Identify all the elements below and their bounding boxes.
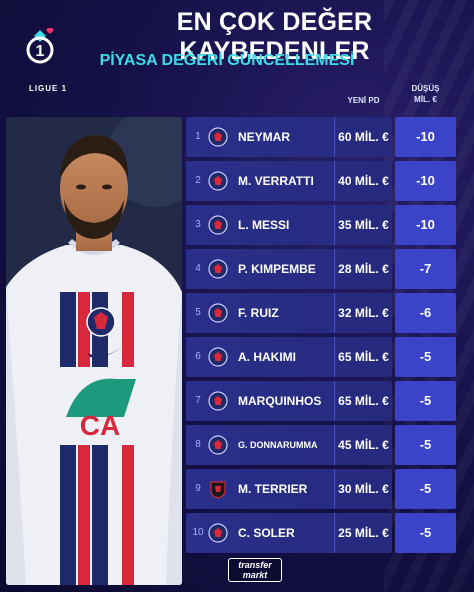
player-illustration: CA — [6, 117, 182, 585]
row-divider — [334, 117, 335, 157]
row-divider — [334, 293, 335, 333]
player-value: 28 MİL. € — [338, 262, 389, 276]
player-name: C. SOLER — [238, 526, 295, 540]
psg-crest-icon — [208, 523, 228, 543]
rank-number: 9 — [195, 483, 201, 494]
rank-number: 1 — [195, 131, 201, 142]
svg-text:CA: CA — [80, 410, 120, 441]
rank-number: 2 — [195, 175, 201, 186]
table-row: 6 A. HAKIMI 65 MİL. € -5 — [186, 337, 456, 377]
league-logo: 1 LIGUE 1 — [18, 22, 66, 93]
value-drop: -6 — [395, 293, 456, 333]
row-divider — [334, 249, 335, 289]
player-value: 65 MİL. € — [338, 350, 389, 364]
player-value: 35 MİL. € — [338, 218, 389, 232]
value-drop: -10 — [395, 117, 456, 157]
table-row: 1 NEYMAR 60 MİL. € -10 — [186, 117, 456, 157]
rank-number: 6 — [195, 351, 201, 362]
rank-number: 3 — [195, 219, 201, 230]
player-value: 25 MİL. € — [338, 526, 389, 540]
page-title: EN ÇOK DEĞER KAYBEDENLER — [176, 8, 373, 65]
column-header-drop-line1: DÜŞÜŞ — [411, 84, 440, 93]
psg-crest-icon — [208, 215, 228, 235]
svg-text:1: 1 — [36, 43, 45, 60]
brand-line1: transfer — [238, 560, 272, 570]
row-divider — [334, 513, 335, 553]
table-row: 8 G. DONNARUMMA 45 MİL. € -5 — [186, 425, 456, 465]
row-divider — [334, 205, 335, 245]
player-name: M. TERRIER — [238, 482, 308, 496]
player-photo: CA — [6, 117, 182, 585]
table-row: 5 F. RUIZ 32 MİL. € -6 — [186, 293, 456, 333]
row-divider — [334, 161, 335, 201]
value-drop: -7 — [395, 249, 456, 289]
page-subtitle: PİYASA DEĞERİ GÜNCELLEMESİ — [99, 52, 355, 69]
player-value: 45 MİL. € — [338, 438, 389, 452]
psg-crest-icon — [208, 303, 228, 323]
table-row: 7 MARQUINHOS 65 MİL. € -5 — [186, 381, 456, 421]
value-drop: -10 — [395, 161, 456, 201]
player-value: 65 MİL. € — [338, 394, 389, 408]
value-drop: -5 — [395, 513, 456, 553]
brand-line2: markt — [242, 570, 268, 580]
player-name: F. RUIZ — [238, 306, 279, 320]
row-divider — [334, 425, 335, 465]
psg-crest-icon — [208, 347, 228, 367]
player-name: P. KIMPEMBE — [238, 262, 316, 276]
column-header-drop-line2: MİL. € — [414, 95, 437, 104]
value-drop: -5 — [395, 381, 456, 421]
table-row: 10 C. SOLER 25 MİL. € -5 — [186, 513, 456, 553]
row-divider — [334, 337, 335, 377]
player-value: 40 MİL. € — [338, 174, 389, 188]
psg-crest-icon — [208, 171, 228, 191]
player-value: 30 MİL. € — [338, 482, 389, 496]
rank-number: 10 — [192, 527, 204, 538]
transfermarkt-logo: transfer markt — [228, 558, 282, 582]
psg-crest-icon — [208, 435, 228, 455]
column-header-drop: DÜŞÜŞ MİL. € — [395, 84, 456, 104]
player-name: NEYMAR — [238, 130, 291, 144]
table-row: 2 M. VERRATTI 40 MİL. € -10 — [186, 161, 456, 201]
row-divider — [334, 469, 335, 509]
rank-number: 7 — [195, 395, 201, 406]
league-logo-text: LIGUE 1 — [28, 84, 68, 93]
player-name: L. MESSI — [238, 218, 290, 232]
player-name: G. DONNARUMMA — [238, 440, 318, 450]
player-name: A. HAKIMI — [238, 350, 296, 364]
row-divider — [334, 381, 335, 421]
psg-crest-icon — [208, 259, 228, 279]
value-drop: -10 — [395, 205, 456, 245]
table-row: 4 P. KIMPEMBE 28 MİL. € -7 — [186, 249, 456, 289]
player-value: 60 MİL. € — [338, 130, 389, 144]
value-drop: -5 — [395, 337, 456, 377]
player-name: M. VERRATTI — [238, 174, 314, 188]
table-row: 3 L. MESSI 35 MİL. € -10 — [186, 205, 456, 245]
rank-number: 4 — [195, 263, 201, 274]
table-row: 9 M. TERRIER 30 MİL. € -5 — [186, 469, 456, 509]
value-drop: -5 — [395, 425, 456, 465]
player-value: 32 MİL. € — [338, 306, 389, 320]
ligue1-logo-icon: 1 — [26, 28, 54, 64]
rennes-crest-icon — [210, 481, 226, 499]
psg-crest-icon — [208, 391, 228, 411]
rank-number: 8 — [195, 439, 201, 450]
psg-crest-icon — [208, 127, 228, 147]
player-name: MARQUINHOS — [238, 394, 322, 408]
value-drop: -5 — [395, 469, 456, 509]
column-header-new-value: YENİ PD — [347, 96, 380, 105]
rank-number: 5 — [195, 307, 201, 318]
